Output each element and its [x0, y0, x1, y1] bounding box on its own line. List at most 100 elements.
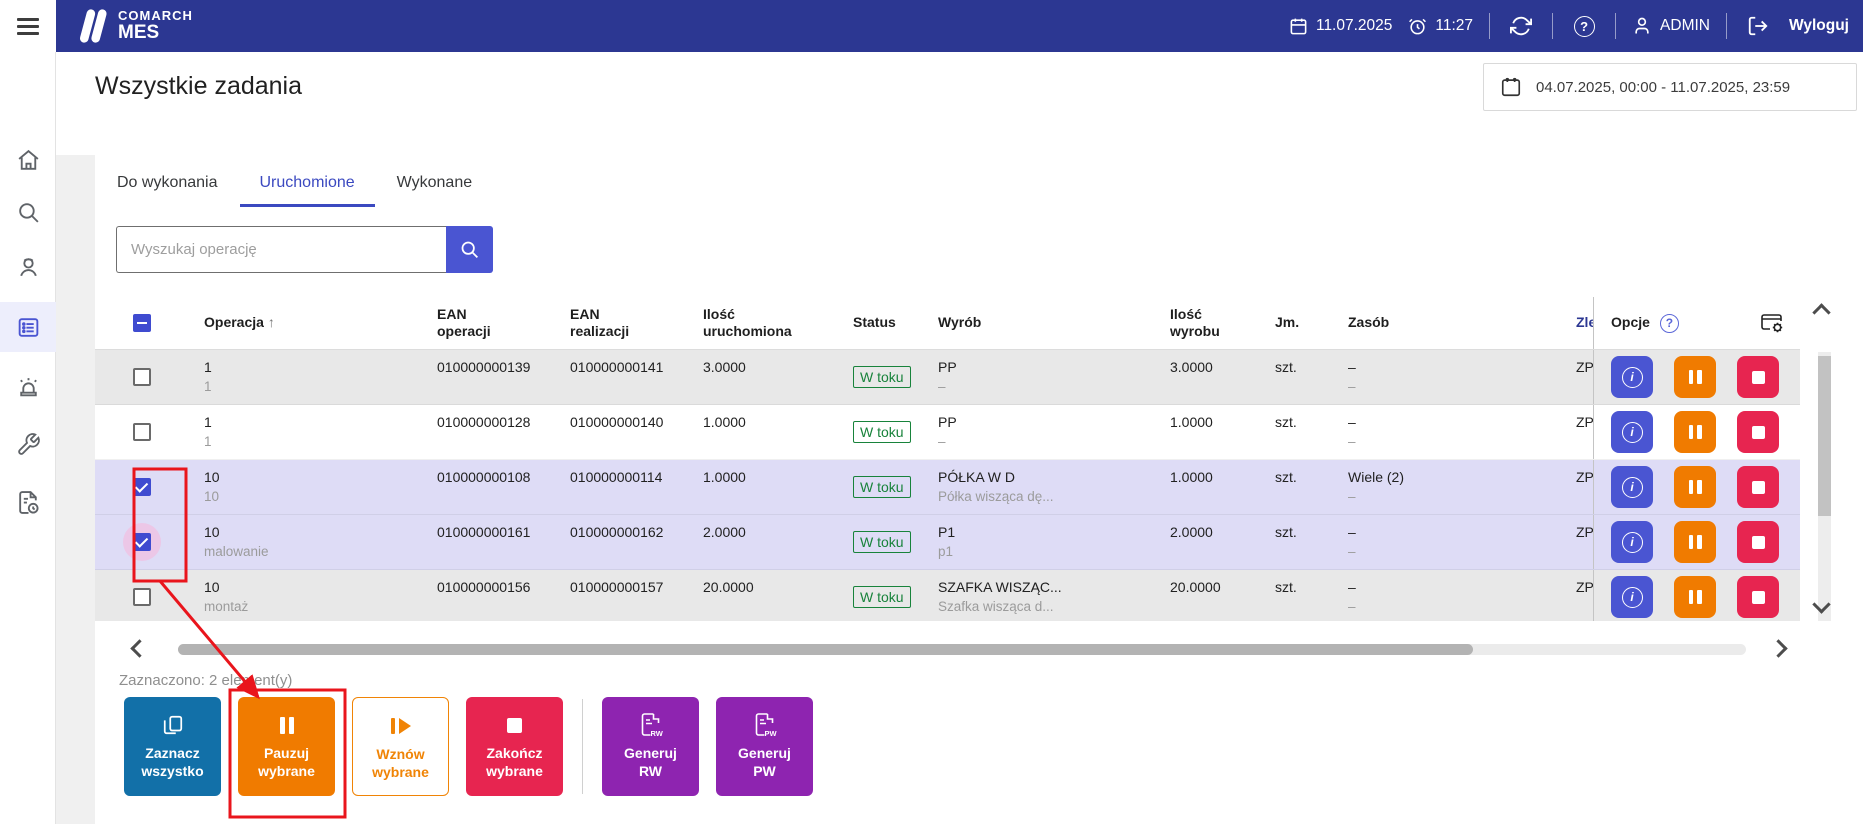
- generate-pw-button[interactable]: PW Generuj PW: [716, 697, 813, 796]
- sidebar-item-tasks[interactable]: [0, 302, 56, 352]
- tab-uruchomione[interactable]: Uruchomione: [240, 170, 375, 207]
- content-left-margin: [56, 155, 95, 824]
- search-button[interactable]: [446, 226, 493, 273]
- opcje-help-icon[interactable]: ?: [1660, 314, 1679, 333]
- document-pw-icon: PW: [752, 712, 777, 738]
- stop-icon: [1752, 536, 1765, 549]
- scroll-left-chevron-icon[interactable]: [130, 639, 148, 657]
- logout-door-icon: [1747, 15, 1769, 37]
- hamburger-menu-button[interactable]: [0, 0, 56, 52]
- brand-logo: COMARCH MES: [70, 0, 193, 52]
- refresh-button[interactable]: [1506, 11, 1536, 41]
- pause-icon: [1689, 535, 1694, 549]
- column-header-wyrob[interactable]: Wyrób: [922, 314, 1154, 332]
- row-checkbox[interactable]: [133, 423, 151, 441]
- date-range-picker[interactable]: 04.07.2025, 00:00 - 11.07.2025, 23:59: [1483, 63, 1857, 111]
- sidebar-item-search[interactable]: [0, 187, 56, 237]
- table-row[interactable]: 1010 010000000108 010000000114 1.0000 W …: [95, 460, 1800, 515]
- row-pause-button[interactable]: [1674, 356, 1716, 398]
- row-stop-button[interactable]: [1737, 576, 1779, 618]
- tab-do-wykonania[interactable]: Do wykonania: [97, 170, 238, 207]
- column-header-ean-operacji[interactable]: EAN operacji: [421, 306, 554, 341]
- calendar-icon: [1500, 76, 1522, 98]
- info-icon: i: [1622, 477, 1643, 498]
- comarch-mes-app: COMARCH MES 11.07.2025 11:27 ?: [0, 0, 1863, 824]
- row-checkbox[interactable]: [133, 478, 151, 496]
- sidebar-item-tools[interactable]: [0, 419, 56, 469]
- scroll-right-chevron-icon[interactable]: [1769, 639, 1787, 657]
- pause-selected-button[interactable]: Pauzuj wybrane: [238, 697, 335, 796]
- row-stop-button[interactable]: [1737, 411, 1779, 453]
- table-row[interactable]: 10malowanie 010000000161 010000000162 2.…: [95, 515, 1800, 570]
- siren-icon: [16, 375, 41, 400]
- logout-button[interactable]: [1743, 11, 1773, 41]
- sidebar-item-history[interactable]: [0, 477, 56, 527]
- scroll-up-chevron-icon[interactable]: [1812, 303, 1830, 321]
- pause-icon: [280, 711, 294, 739]
- row-info-button[interactable]: i: [1611, 356, 1653, 398]
- search-input[interactable]: [116, 226, 446, 273]
- calendar-icon: [1289, 17, 1308, 36]
- vertical-scrollbar-thumb[interactable]: [1818, 356, 1831, 516]
- topbar: COMARCH MES 11.07.2025 11:27 ?: [0, 0, 1863, 52]
- help-icon: ?: [1574, 16, 1595, 37]
- generate-rw-button[interactable]: RW Generuj RW: [602, 697, 699, 796]
- logout-label[interactable]: Wyloguj: [1789, 17, 1849, 35]
- row-pause-button[interactable]: [1674, 521, 1716, 563]
- topbar-divider: [1552, 13, 1553, 39]
- row-info-button[interactable]: i: [1611, 521, 1653, 563]
- row-stop-button[interactable]: [1737, 466, 1779, 508]
- row-checkbox[interactable]: [133, 368, 151, 386]
- row-pause-button[interactable]: [1674, 576, 1716, 618]
- help-button[interactable]: ?: [1569, 11, 1599, 41]
- task-tabs: Do wykonania Uruchomione Wykonane: [97, 170, 494, 207]
- table-row[interactable]: 11 010000000128 010000000140 1.0000 W to…: [95, 405, 1800, 460]
- row-checkbox[interactable]: [133, 588, 151, 606]
- username: ADMIN: [1660, 17, 1710, 35]
- pause-icon: [1689, 480, 1694, 494]
- document-rw-icon: RW: [638, 712, 663, 738]
- column-header-ilosc-wyrobu[interactable]: Ilość wyrobu: [1154, 306, 1259, 341]
- row-stop-button[interactable]: [1737, 521, 1779, 563]
- pause-icon: [1689, 370, 1694, 384]
- user-icon: [1632, 16, 1652, 36]
- tab-wykonane[interactable]: Wykonane: [377, 170, 492, 207]
- row-info-button[interactable]: i: [1611, 576, 1653, 618]
- hamburger-icon: [17, 14, 39, 39]
- column-header-zasob[interactable]: Zasób: [1332, 314, 1560, 332]
- row-info-button[interactable]: i: [1611, 411, 1653, 453]
- info-icon: i: [1622, 532, 1643, 553]
- resume-selected-button[interactable]: Wznów wybrane: [352, 697, 449, 796]
- column-header-status[interactable]: Status: [837, 314, 922, 332]
- row-stop-button[interactable]: [1737, 356, 1779, 398]
- column-header-zlecenie[interactable]: Zlecenie: [1560, 314, 1593, 332]
- sidebar-item-alerts[interactable]: [0, 362, 56, 412]
- table-settings-button[interactable]: [1760, 311, 1786, 335]
- pause-icon: [1689, 590, 1694, 604]
- select-all-checkbox[interactable]: [133, 314, 151, 332]
- table-header-row: Operacja ↑ EAN operacji EAN realizacji I…: [95, 297, 1800, 350]
- user-menu[interactable]: ADMIN: [1632, 16, 1710, 36]
- bulk-action-buttons: Zaznacz wszystko Pauzuj wybrane Wznów wy…: [124, 697, 813, 796]
- row-checkbox[interactable]: [133, 533, 151, 551]
- date-range-value: 04.07.2025, 00:00 - 11.07.2025, 23:59: [1536, 79, 1790, 96]
- column-header-jm[interactable]: Jm.: [1259, 314, 1332, 332]
- selection-count-label: Zaznaczono: 2 element(y): [119, 672, 292, 689]
- row-pause-button[interactable]: [1674, 466, 1716, 508]
- row-pause-button[interactable]: [1674, 411, 1716, 453]
- person-icon: [16, 255, 41, 280]
- sidebar-item-operator[interactable]: [0, 242, 56, 292]
- table-row[interactable]: 11 010000000139 010000000141 3.0000 W to…: [95, 350, 1800, 405]
- horizontal-scrollbar-thumb[interactable]: [178, 644, 1473, 655]
- brand-name: COMARCH: [118, 9, 193, 23]
- column-header-operacja[interactable]: Operacja ↑: [188, 314, 421, 332]
- row-info-button[interactable]: i: [1611, 466, 1653, 508]
- select-all-button[interactable]: Zaznacz wszystko: [124, 697, 221, 796]
- finish-selected-button[interactable]: Zakończ wybrane: [466, 697, 563, 796]
- status-badge: W toku: [853, 531, 911, 553]
- sidebar-item-home[interactable]: [0, 135, 56, 185]
- column-header-ean-realizacji[interactable]: EAN realizacji: [554, 306, 687, 341]
- topbar-divider: [1615, 13, 1616, 39]
- table-row[interactable]: 10montaż 010000000156 010000000157 20.00…: [95, 570, 1800, 621]
- column-header-ilosc-uruchomiona[interactable]: Ilość uruchomiona: [687, 306, 837, 341]
